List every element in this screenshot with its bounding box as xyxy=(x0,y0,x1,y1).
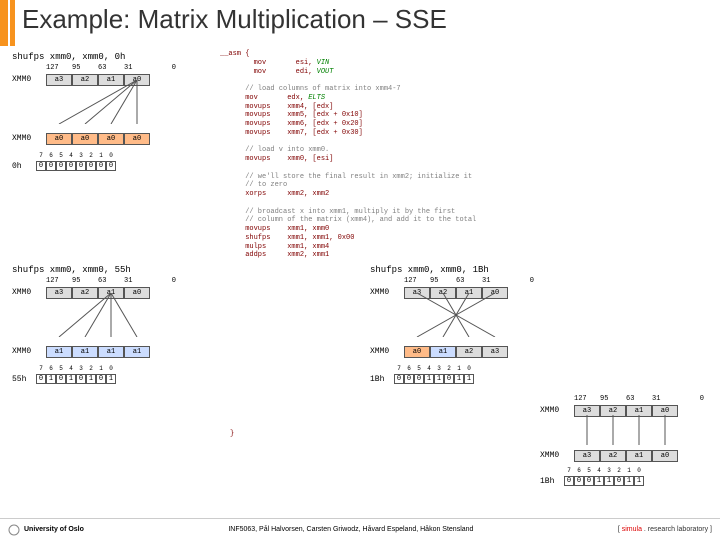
asm-code-block: __asm { mov esi, VIN mov edi, VOUT // lo… xyxy=(220,50,476,260)
uo-seal-icon xyxy=(8,524,20,536)
footer-credits: INF5063, Pål Halvorsen, Carsten Griwodz,… xyxy=(228,526,473,533)
asm-code-end: } xyxy=(230,430,234,439)
bit-labels: 1279563310 xyxy=(46,64,176,72)
diagram-shufps-55h: shufps xmm0, xmm0, 55h 1279563310 XMM0 a… xyxy=(12,265,176,384)
footer-university: University of Oslo xyxy=(8,524,84,536)
shuffle-lines xyxy=(46,80,156,124)
footer-lab: [ simula . research laboratory ] xyxy=(618,526,712,533)
reg-xmm0-dst: XMM0 a0a0a0a0 xyxy=(12,131,176,146)
diagram-shufps-1bh-2: 1279563310 XMM0 a3a2a1a0 XMM0 a3a2a1a0 7… xyxy=(540,395,704,486)
bit-numbers: 76543210 xyxy=(36,152,176,159)
page-title: Example: Matrix Multiplication – SSE xyxy=(22,4,447,35)
reg-xmm0-dst: XMM0 a3a2a1a0 xyxy=(540,448,704,463)
accent-bar xyxy=(0,0,8,46)
diagram-shufps-0h: shufps xmm0, xmm0, 0h 1279563310 XMM0 a3… xyxy=(12,52,176,171)
bit-labels: 1279563310 xyxy=(404,277,534,285)
bin-row: 0h 00000000 xyxy=(12,161,176,171)
reg-xmm0-dst: XMM0 a1a1a1a1 xyxy=(12,344,176,359)
shuffle-lines xyxy=(404,293,514,337)
bin-row: 55h 01010101 xyxy=(12,374,176,384)
bit-numbers: 76543210 xyxy=(36,365,176,372)
diagram-shufps-1bh: shufps xmm0, xmm0, 1Bh 1279563310 XMM0 a… xyxy=(370,265,534,384)
bit-labels: 1279563310 xyxy=(574,395,704,403)
footer: University of Oslo INF5063, Pål Halvorse… xyxy=(0,518,720,540)
cmd-label: shufps xmm0, xmm0, 55h xyxy=(12,265,176,275)
bit-numbers: 76543210 xyxy=(394,365,534,372)
shuffle-lines xyxy=(46,293,156,337)
accent-bar-2 xyxy=(10,0,15,46)
cmd-label: shufps xmm0, xmm0, 0h xyxy=(12,52,176,62)
shuffle-lines xyxy=(574,415,684,445)
cmd-label: shufps xmm0, xmm0, 1Bh xyxy=(370,265,534,275)
bin-row: 1Bh 00011011 xyxy=(540,476,704,486)
bin-row: 1Bh 00011011 xyxy=(370,374,534,384)
bit-numbers: 76543210 xyxy=(564,467,704,474)
bit-labels: 1279563310 xyxy=(46,277,176,285)
reg-xmm0-dst: XMM0 a0a1a2a3 xyxy=(370,344,534,359)
